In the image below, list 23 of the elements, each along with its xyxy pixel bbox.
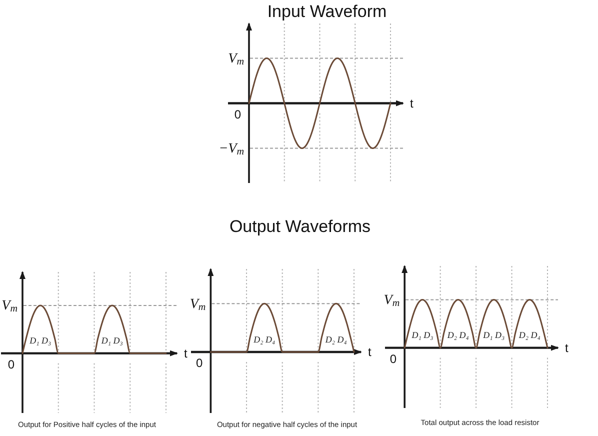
x-axis-title: t bbox=[368, 345, 372, 360]
x-axis-title: t bbox=[184, 346, 188, 360]
ref-line-label: V$_{m}$ bbox=[384, 292, 400, 310]
text: 0 bbox=[234, 107, 242, 122]
ref-line-label: V$_{m}$ bbox=[228, 51, 244, 68]
ref-line-label: −V$_{m}$ bbox=[218, 141, 244, 158]
annotation: D₁ D₃ bbox=[410, 330, 434, 340]
text: 0 bbox=[8, 357, 15, 372]
annotation: D₂ D₄ bbox=[324, 334, 347, 344]
annotation: D₁ D₃ bbox=[482, 330, 505, 340]
annotation: D₂ D₄ bbox=[446, 330, 469, 340]
ref-line-label: V$_{m}$ bbox=[2, 298, 18, 315]
text: 0 bbox=[196, 356, 204, 370]
chart-title: Output Waveforms bbox=[229, 217, 371, 236]
chart-title: Input Waveform bbox=[267, 2, 387, 21]
annotation: D₁ D₃ bbox=[100, 336, 123, 346]
x-axis-title: t bbox=[565, 341, 569, 355]
annotation: D₂ D₄ bbox=[252, 334, 276, 344]
text: 0 bbox=[390, 352, 397, 366]
ref-line-label: V$_{m}$ bbox=[190, 296, 206, 313]
x-axis-title: t bbox=[410, 96, 414, 110]
annotation: D₁ D₃ bbox=[28, 336, 52, 346]
annotation: D₂ D₄ bbox=[518, 330, 540, 340]
